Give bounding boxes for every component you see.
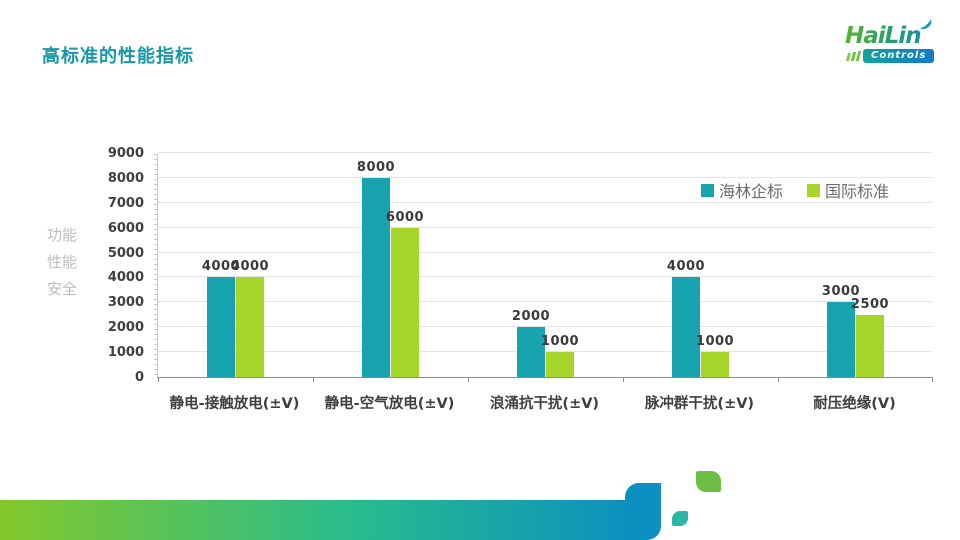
gridline bbox=[158, 152, 932, 153]
value-label: 2000 bbox=[511, 309, 551, 325]
y-tick-label: 7000 bbox=[107, 195, 144, 211]
category-label: 耐压绝缘(V) bbox=[813, 396, 896, 412]
value-label: 1000 bbox=[540, 334, 580, 350]
gridline bbox=[158, 351, 932, 353]
y-tick-label: 0 bbox=[134, 370, 144, 385]
bar bbox=[517, 327, 545, 377]
gridline bbox=[158, 326, 932, 328]
green-leaf-decoration bbox=[696, 471, 721, 492]
x-axis-tick bbox=[778, 377, 779, 382]
category-label: 静电-空气放电(±V) bbox=[324, 396, 455, 412]
x-axis-category-labels: 静电-接触放电(±V) 静电-空气放电(±V) 浪涌抗干扰(±V) 脉冲群干扰(±V)… bbox=[157, 392, 932, 413]
bar bbox=[856, 314, 884, 377]
y-tick-label: 2000 bbox=[107, 320, 144, 336]
bar bbox=[827, 302, 855, 377]
y-axis-minor-ticks bbox=[154, 154, 158, 377]
blue-block-decoration bbox=[625, 483, 661, 540]
value-label: 6000 bbox=[385, 209, 425, 225]
gradient-bar-decoration bbox=[0, 500, 632, 540]
y-tick-label: 5000 bbox=[107, 245, 144, 261]
legend-entry-intl: 国际标准 bbox=[807, 178, 889, 202]
logo-brand-text: HaiLin bbox=[845, 24, 945, 48]
bar bbox=[362, 177, 390, 377]
y-axis-tick-labels: 0 1000 2000 3000 4000 5000 6000 7000 8000 9000 bbox=[95, 146, 150, 385]
x-axis-tick bbox=[623, 377, 624, 382]
bar bbox=[701, 352, 729, 377]
y-tick-label: 1000 bbox=[107, 345, 144, 361]
gridline bbox=[158, 301, 932, 303]
bar bbox=[391, 227, 419, 377]
logo-bars-icon bbox=[846, 51, 862, 61]
bar bbox=[672, 277, 700, 377]
value-label: 2500 bbox=[850, 296, 890, 312]
logo-controls-label: Controls bbox=[863, 49, 935, 63]
gridline bbox=[158, 276, 932, 278]
teal-leaf-decoration bbox=[672, 511, 688, 526]
bar bbox=[236, 277, 264, 377]
x-axis-tick bbox=[313, 377, 314, 382]
category-label: 脉冲群干扰(±V) bbox=[644, 396, 755, 412]
y-tick-label: 6000 bbox=[107, 220, 144, 236]
leaf-icon bbox=[919, 19, 932, 30]
value-label: 4000 bbox=[201, 259, 241, 275]
legend-entry-hailin: 海林企标 bbox=[701, 178, 783, 202]
plot-area: 4000 4000 8000 6000 2000 1000 4000 1000 3000 2500 bbox=[154, 152, 933, 382]
legend-swatch-intl bbox=[807, 183, 821, 197]
y-axis-title: 功能 性能 安全 bbox=[46, 226, 77, 298]
category-label: 浪涌抗干扰(±V) bbox=[489, 396, 600, 412]
chart-legend: 海林企标 国际标准 bbox=[701, 178, 889, 202]
y-tick-label: 9000 bbox=[107, 146, 144, 161]
bar bbox=[207, 277, 235, 377]
gridline bbox=[158, 226, 932, 228]
y-tick-label: 4000 bbox=[107, 270, 144, 286]
gridline bbox=[158, 176, 932, 178]
bar bbox=[546, 352, 574, 377]
hailin-logo: HaiLin Controls bbox=[845, 19, 945, 63]
logo-subline: Controls bbox=[846, 49, 945, 63]
y-tick-label: 8000 bbox=[107, 170, 144, 186]
y-tick-label: 3000 bbox=[107, 295, 144, 311]
value-label: 8000 bbox=[356, 159, 396, 175]
value-label: 4000 bbox=[666, 259, 706, 275]
value-label: 3000 bbox=[821, 284, 861, 300]
page-title: 高标准的性能指标 bbox=[42, 46, 194, 67]
x-axis-tick bbox=[468, 377, 469, 382]
category-label: 静电-接触放电(±V) bbox=[169, 396, 300, 412]
legend-swatch-hailin bbox=[701, 183, 714, 197]
gridline bbox=[158, 251, 932, 253]
value-label: 4000 bbox=[230, 259, 270, 275]
x-axis-tick bbox=[932, 377, 933, 382]
value-label: 1000 bbox=[695, 334, 735, 350]
x-axis-tick bbox=[158, 377, 159, 382]
gridline bbox=[158, 201, 932, 203]
